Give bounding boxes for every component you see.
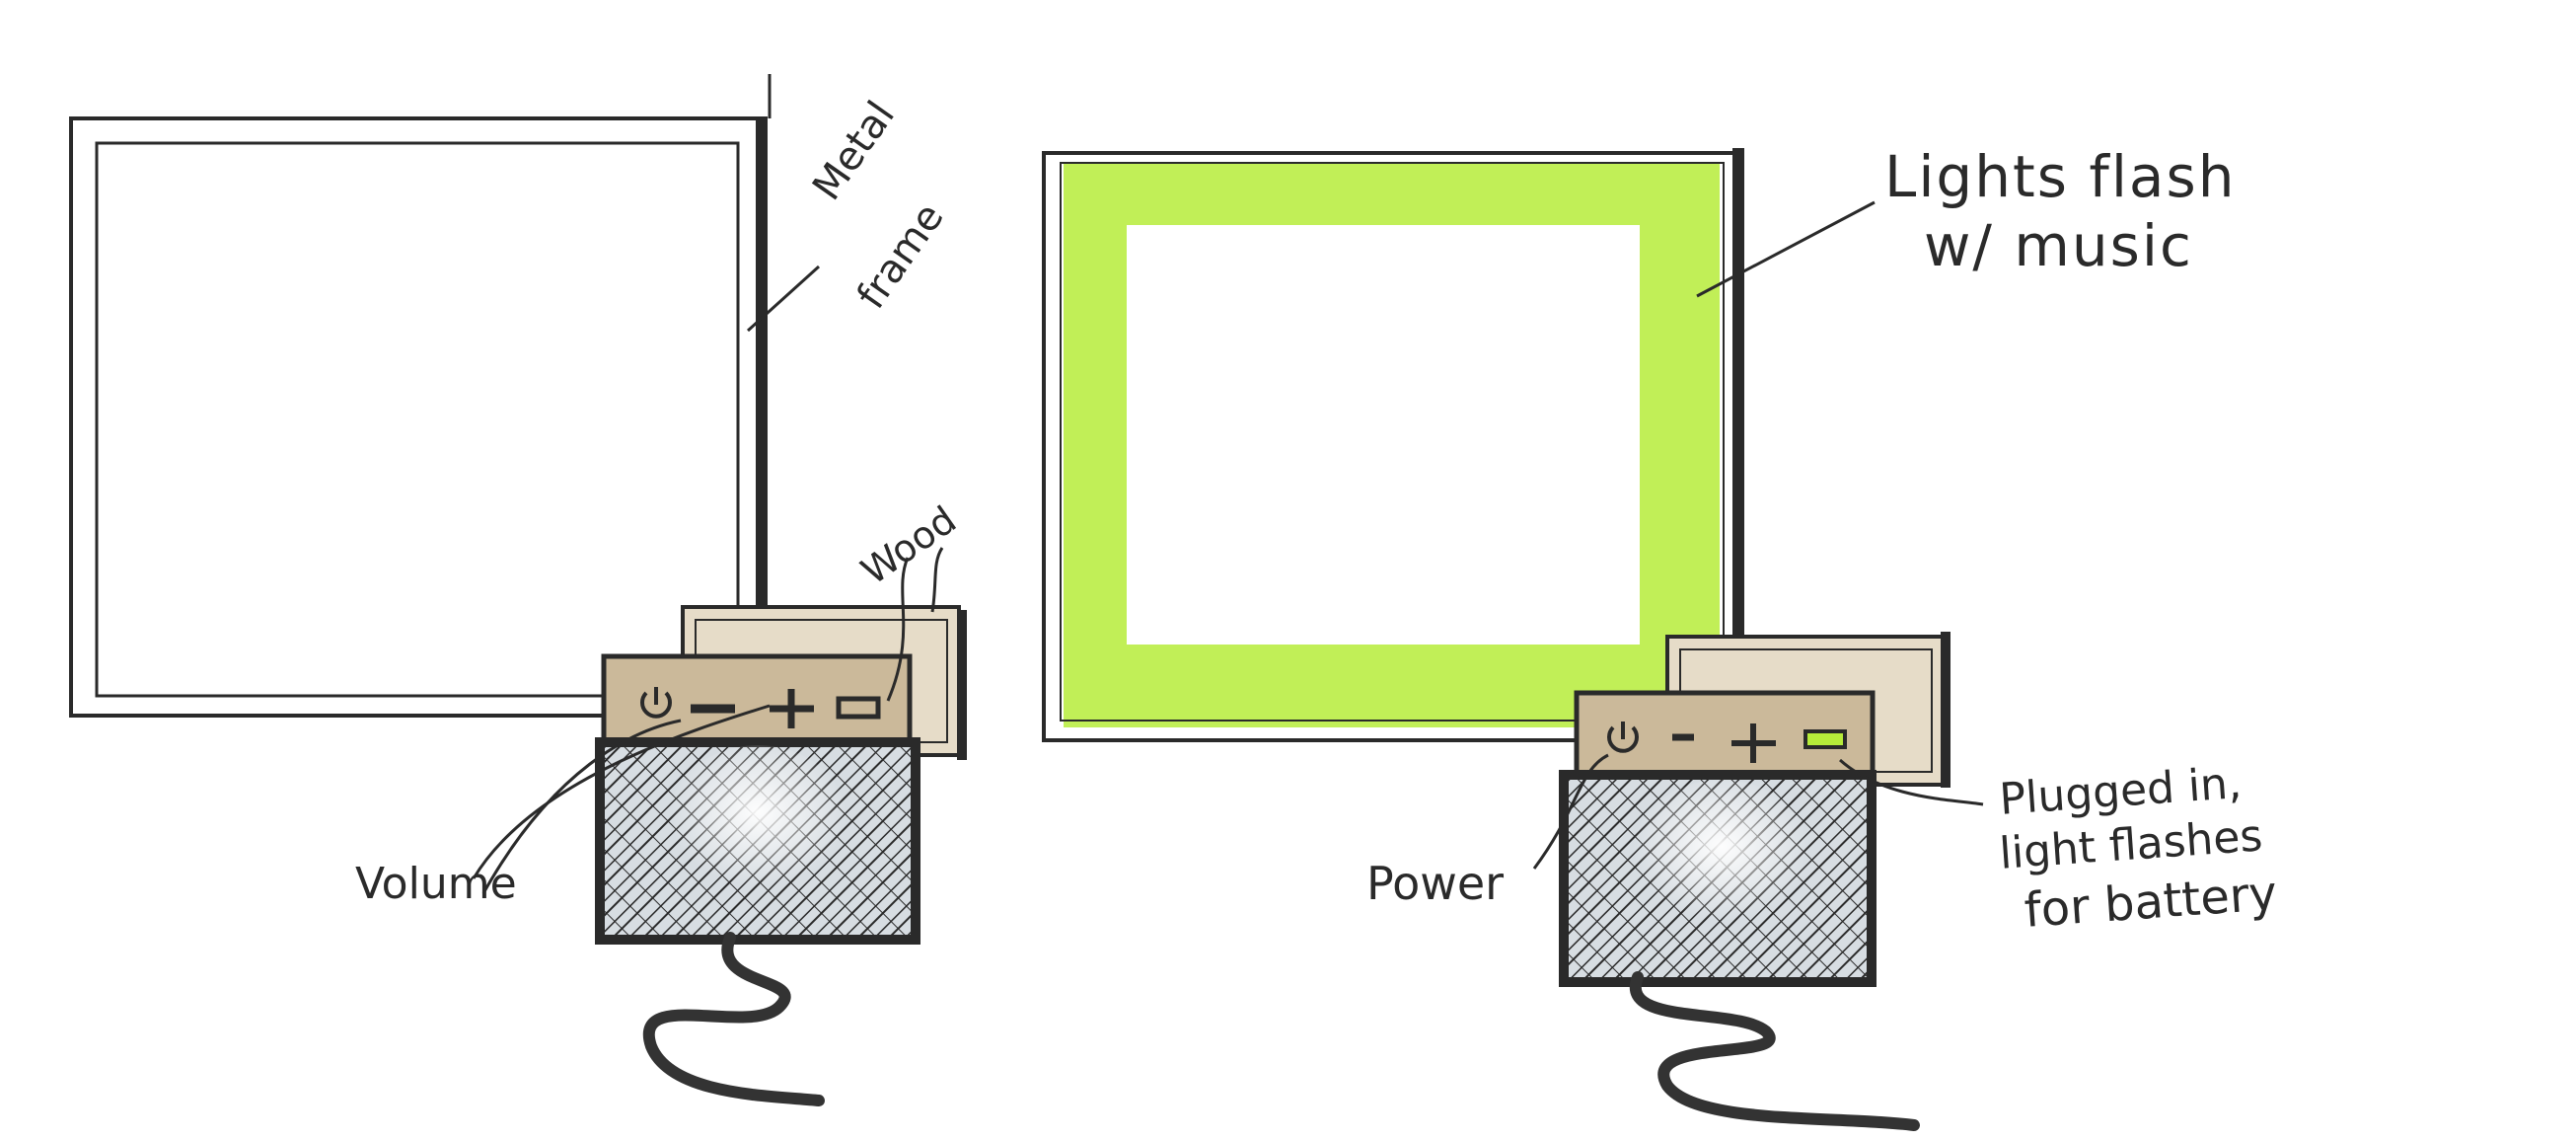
metal-frame bbox=[69, 74, 772, 718]
speaker-box bbox=[595, 737, 920, 945]
label-lights-line1: Lights flash bbox=[1884, 143, 2237, 210]
label-volume: Volume bbox=[355, 859, 517, 909]
left-sketch bbox=[69, 74, 967, 1106]
speaker-box bbox=[1559, 770, 1877, 987]
battery-icon[interactable] bbox=[836, 696, 881, 720]
left-buttons-svg bbox=[640, 687, 881, 728]
label-lights-line2: w/ music bbox=[1924, 212, 2193, 279]
power-icon[interactable] bbox=[1607, 722, 1639, 753]
leader-lines bbox=[1532, 200, 1984, 870]
power-cord bbox=[1629, 971, 1920, 1131]
right-sketch bbox=[1042, 148, 1984, 1131]
plus-icon[interactable] bbox=[770, 689, 814, 728]
left-control-buttons bbox=[612, 681, 908, 730]
right-buttons-svg bbox=[1607, 722, 1847, 763]
leader-lines bbox=[472, 265, 944, 894]
plus-icon[interactable] bbox=[1731, 723, 1776, 763]
power-cord bbox=[642, 932, 825, 1106]
label-power: Power bbox=[1366, 857, 1505, 910]
battery-icon[interactable] bbox=[1803, 729, 1847, 749]
power-icon[interactable] bbox=[640, 687, 672, 719]
lit-frame bbox=[1042, 148, 1744, 742]
right-control-buttons bbox=[1583, 716, 1870, 765]
